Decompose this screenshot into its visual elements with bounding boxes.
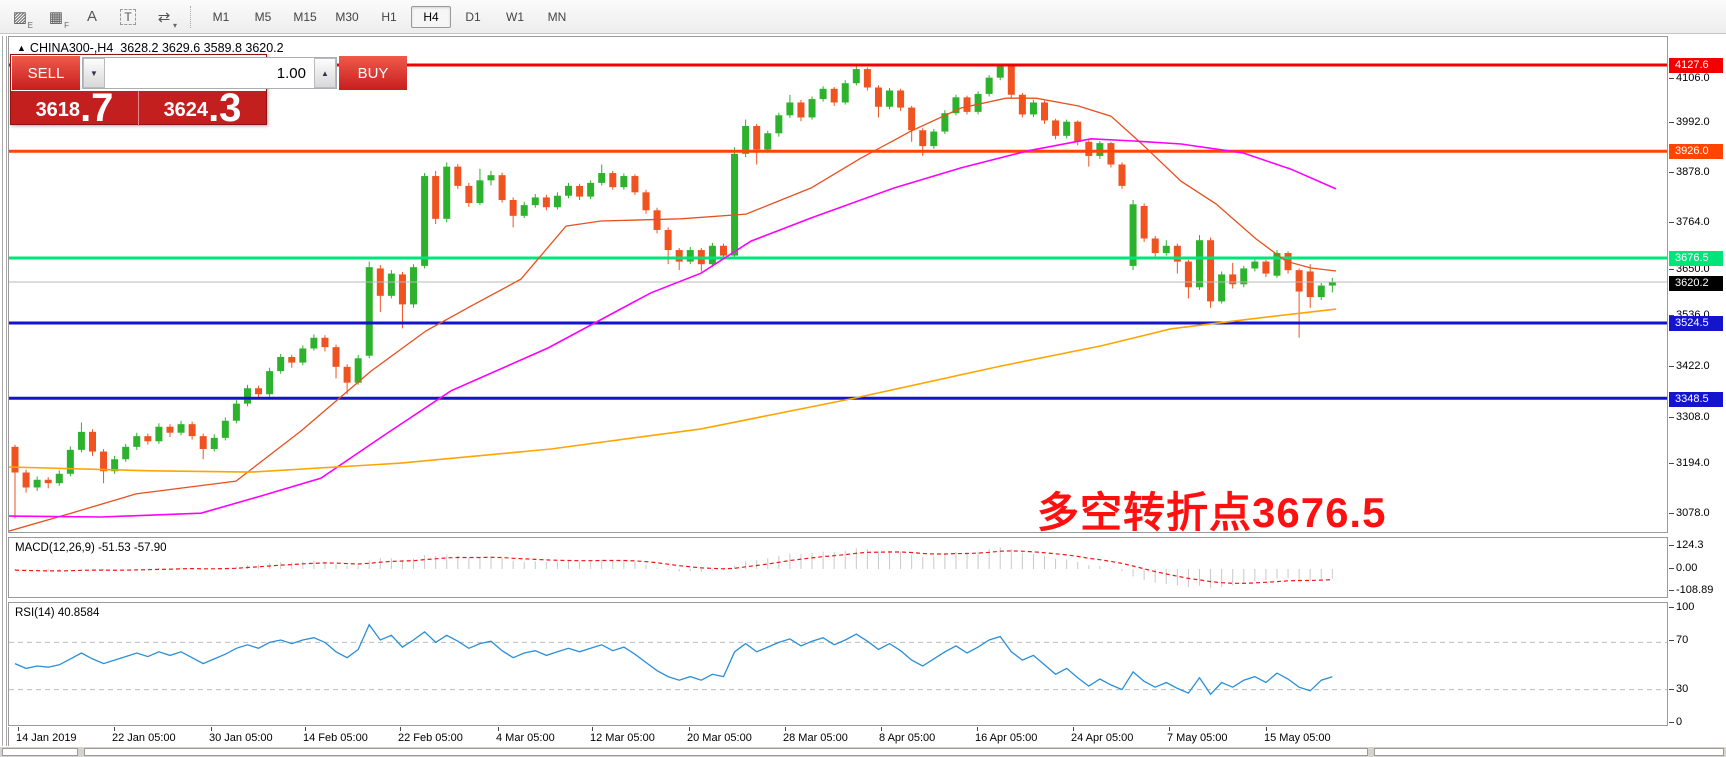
sell-button[interactable]: SELL bbox=[12, 56, 80, 90]
macd-scale-tick: -108.89 bbox=[1668, 584, 1714, 596]
sell-price[interactable]: 3618.7 bbox=[35, 86, 114, 130]
date-tick: 22 Feb 05:00 bbox=[398, 727, 463, 744]
buy-price[interactable]: 3624.3 bbox=[138, 88, 266, 128]
date-tick: 20 Mar 05:00 bbox=[687, 727, 752, 744]
price-tick: 4106.0 bbox=[1669, 72, 1710, 84]
rsi-indicator-pane[interactable]: RSI(14) 40.8584 bbox=[8, 602, 1668, 726]
status-box bbox=[1374, 748, 1724, 756]
toolbar-icons: ▨ E ▦ F A T ⇄ ▾ bbox=[0, 3, 180, 31]
chart-symbol: CHINA300-,H4 bbox=[29, 41, 114, 55]
status-bar bbox=[0, 747, 1726, 757]
date-tick: 8 Apr 05:00 bbox=[879, 727, 936, 744]
date-tick: 12 Mar 05:00 bbox=[590, 727, 655, 744]
rsi-scale-tick: 0 bbox=[1668, 716, 1683, 728]
date-tick: 30 Jan 05:00 bbox=[209, 727, 273, 744]
timeframe-w1-button[interactable]: W1 bbox=[506, 9, 524, 24]
price-level-badge: 3348.5 bbox=[1669, 391, 1723, 407]
one-click-trade-panel: SELL ▼ ▲ BUY 3618.7 3624.3 bbox=[10, 54, 407, 130]
toolbar-separator bbox=[190, 5, 192, 28]
price-tick: 3764.0 bbox=[1669, 216, 1710, 228]
price-tick: 3308.0 bbox=[1669, 411, 1710, 423]
price-tick: 3878.0 bbox=[1669, 166, 1710, 178]
date-tick: 7 May 05:00 bbox=[1167, 727, 1228, 744]
timeframe-m1-button[interactable]: M1 bbox=[212, 9, 230, 24]
status-box bbox=[2, 748, 78, 756]
pane-left-border bbox=[2, 36, 7, 746]
time-axis[interactable]: 14 Jan 2019 22 Jan 05:00 30 Jan 05:00 14 Fe… bbox=[8, 727, 1668, 746]
date-tick: 4 Mar 05:00 bbox=[496, 727, 555, 744]
grid-f-icon[interactable]: ▦ F bbox=[48, 8, 69, 30]
macd-scale-tick: 0.00 bbox=[1668, 562, 1698, 574]
collapse-triangle-icon[interactable]: ▲ bbox=[17, 43, 26, 53]
price-chart-pane[interactable]: ▲ CHINA300-,H4 3628.2 3629.6 3589.8 3620.… bbox=[8, 36, 1668, 536]
price-axis[interactable]: 4106.03992.03878.03764.03650.03536.03422… bbox=[1668, 36, 1726, 746]
date-tick: 22 Jan 05:00 bbox=[112, 727, 176, 744]
timeframe-h1-button[interactable]: H1 bbox=[381, 9, 397, 24]
macd-chart[interactable] bbox=[9, 538, 1667, 597]
date-tick: 14 Feb 05:00 bbox=[303, 727, 368, 744]
chart-annotation-text: 多空转折点3676.5 bbox=[1037, 489, 1387, 536]
timeframe-m30-button[interactable]: M30 bbox=[335, 9, 359, 24]
rsi-scale-tick: 70 bbox=[1668, 634, 1689, 646]
price-tick: 3422.0 bbox=[1669, 360, 1710, 372]
price-level-badge: 3926.0 bbox=[1669, 143, 1723, 159]
volume-decrease-button[interactable]: ▼ bbox=[83, 58, 105, 88]
volume-stepper: ▼ ▲ bbox=[82, 57, 337, 89]
price-tick: 3194.0 bbox=[1669, 457, 1710, 469]
price-level-badge: 3620.2 bbox=[1669, 275, 1723, 291]
buy-button[interactable]: BUY bbox=[339, 56, 407, 90]
text-box-icon[interactable]: T bbox=[112, 3, 144, 31]
price-level-badge: 4127.6 bbox=[1669, 57, 1723, 73]
macd-scale-tick: 124.3 bbox=[1669, 539, 1704, 551]
font-a-icon[interactable]: A bbox=[86, 8, 97, 25]
timeframe-h4-button[interactable]: H4 bbox=[411, 5, 451, 28]
timeframe-m15-button[interactable]: M15 bbox=[293, 9, 317, 24]
rsi-label: RSI(14) 40.8584 bbox=[15, 607, 100, 619]
price-level-badge: 3676.5 bbox=[1669, 250, 1723, 266]
hatch-e-icon[interactable]: ▨ E bbox=[12, 8, 33, 30]
date-tick: 16 Apr 05:00 bbox=[975, 727, 1038, 744]
price-tick: 3650.0 bbox=[1669, 263, 1710, 275]
timeframe-d1-button[interactable]: D1 bbox=[465, 9, 481, 24]
date-tick: 14 Jan 2019 bbox=[16, 727, 77, 744]
rsi-chart[interactable] bbox=[9, 603, 1667, 725]
timeframe-m5-button[interactable]: M5 bbox=[254, 9, 272, 24]
date-tick: 15 May 05:00 bbox=[1264, 727, 1331, 744]
price-tick: 3992.0 bbox=[1669, 116, 1710, 128]
timeframe-mn-button[interactable]: MN bbox=[547, 9, 567, 24]
price-tick: 3078.0 bbox=[1669, 507, 1710, 519]
chart-title: ▲ CHINA300-,H4 3628.2 3629.6 3589.8 3620.… bbox=[17, 41, 284, 55]
volume-increase-button[interactable]: ▲ bbox=[314, 58, 336, 88]
chart-ohlc: 3628.2 3629.6 3589.8 3620.2 bbox=[120, 41, 284, 55]
rsi-scale-tick: 30 bbox=[1668, 683, 1689, 695]
macd-indicator-pane[interactable]: MACD(12,26,9) -51.53 -57.90 bbox=[8, 537, 1668, 598]
toolbar: ▨ E ▦ F A T ⇄ ▾ M1 M5 M15 M30 H1 H4 D1 W1 MN bbox=[0, 0, 1726, 34]
arrows-dropdown-icon[interactable]: ⇄ ▾ bbox=[157, 8, 177, 30]
price-level-badge: 3524.5 bbox=[1669, 315, 1723, 331]
macd-label: MACD(12,26,9) -51.53 -57.90 bbox=[15, 542, 167, 554]
rsi-scale-tick: 100 bbox=[1668, 601, 1695, 613]
date-tick: 28 Mar 05:00 bbox=[783, 727, 848, 744]
status-box bbox=[84, 748, 1368, 756]
date-tick: 24 Apr 05:00 bbox=[1071, 727, 1134, 744]
timeframe-group: M1 M5 M15 M30 H1 H4 D1 W1 MN bbox=[200, 5, 578, 28]
volume-input[interactable] bbox=[105, 58, 314, 88]
